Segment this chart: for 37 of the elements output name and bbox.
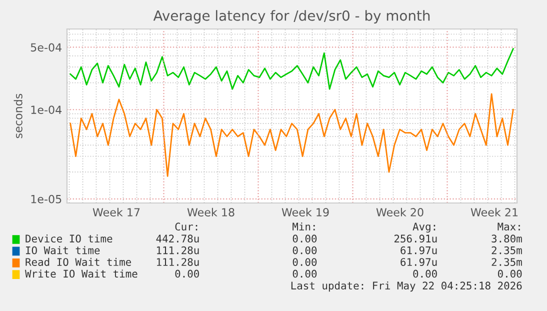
text: 442.78u <box>156 234 199 243</box>
legend-label: Device IO time <box>26 234 112 243</box>
text: 111.28u <box>157 246 199 254</box>
text: 0.00 <box>292 270 317 278</box>
legend-label: IO Wait time <box>26 246 100 254</box>
text: 0.00 <box>292 234 317 243</box>
legend-label: Write IO Wait time <box>25 270 138 278</box>
y-tick-label: 5e-04 <box>30 43 62 52</box>
text: Max: <box>498 222 520 231</box>
text: 61.97u <box>400 246 437 254</box>
line-series <box>70 93 514 177</box>
text: 0.00 <box>413 270 437 278</box>
text: 0.00 <box>498 270 522 278</box>
text: 2.35m <box>492 258 522 266</box>
y-axis-title: seconds <box>14 94 22 138</box>
x-tick-label: Week 21 <box>470 208 518 216</box>
x-tick-label: Week 17 <box>92 208 140 216</box>
x-tick-label: Week 19 <box>282 208 329 216</box>
text: Cur: <box>175 222 198 231</box>
text: 61.97u <box>400 258 437 266</box>
text: 256.91u <box>394 234 437 243</box>
text: Last update: Fri May 22 04:25:18 2026 <box>291 281 522 292</box>
line-series <box>70 48 514 90</box>
chart-title: Average latency for /dev/sr0 - by month <box>153 10 430 24</box>
y-tick-label: 1e-05 <box>31 194 62 204</box>
x-tick-label: Week 18 <box>187 208 234 216</box>
x-tick-label: Week 20 <box>376 208 424 216</box>
text: 2.35m <box>492 246 522 254</box>
text: 0.00 <box>292 258 317 266</box>
text: Avg: <box>412 222 436 233</box>
text: 0.00 <box>175 270 199 278</box>
legend-label: Read IO Wait time <box>26 258 131 266</box>
y-tick-label: 1e-04 <box>31 106 62 114</box>
text: 111.28u <box>157 258 199 266</box>
text: 3.80m <box>492 234 522 243</box>
text: 0.00 <box>292 246 317 254</box>
text: Min: <box>292 222 315 230</box>
